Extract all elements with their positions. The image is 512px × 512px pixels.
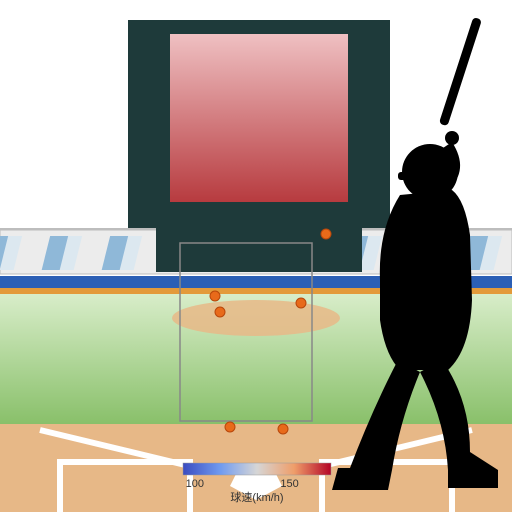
pitch-marker [225,422,235,432]
pitch-marker [210,291,220,301]
chart-svg: 100 150球速(km/h) [0,0,512,512]
legend-tick: 100 [186,478,204,490]
pitchers-mound [172,300,340,336]
pitch-marker [321,229,331,239]
pitch-marker [296,298,306,308]
legend-label: 球速(km/h) [230,490,283,504]
scoreboard [128,20,390,272]
pitch-location-chart: 100 150球速(km/h) [0,0,512,512]
pitch-marker [278,424,288,434]
pitch-marker [215,307,225,317]
legend-tick: 150 [280,478,298,490]
